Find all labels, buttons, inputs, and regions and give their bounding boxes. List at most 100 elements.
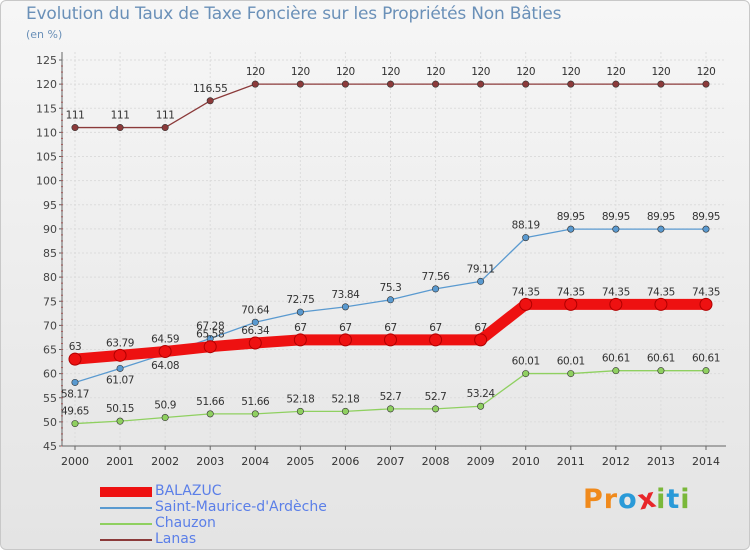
data-point: [251, 80, 259, 88]
data-point: [161, 124, 169, 132]
data-point: [296, 407, 304, 415]
data-label: 89.95: [647, 211, 675, 223]
data-label: 74.35: [512, 286, 540, 298]
data-point: [248, 336, 262, 350]
data-point: [341, 80, 349, 88]
data-label: 67.28: [196, 320, 224, 332]
y-tick-label: 100: [36, 175, 57, 188]
data-point: [699, 297, 713, 311]
data-label: 52.18: [331, 393, 359, 405]
data-point: [522, 370, 530, 378]
y-tick-label: 45: [43, 440, 57, 453]
data-point: [341, 303, 349, 311]
data-point: [612, 367, 620, 375]
data-point: [203, 340, 217, 354]
data-point: [432, 405, 440, 413]
data-label: 120: [336, 66, 355, 78]
y-tick-label: 75: [43, 295, 57, 308]
data-label: 52.18: [286, 393, 314, 405]
data-point: [341, 407, 349, 415]
data-label: 66.34: [241, 325, 270, 337]
data-point: [338, 333, 352, 347]
chart-title: Evolution du Taux de Taxe Foncière sur l…: [26, 4, 562, 24]
data-label: 50.9: [154, 400, 176, 412]
data-point: [609, 297, 623, 311]
data-label: 60.01: [557, 356, 585, 368]
data-label: 67: [384, 322, 397, 334]
data-point: [432, 285, 440, 293]
data-point: [702, 367, 710, 375]
data-point: [522, 234, 530, 242]
data-point: [567, 80, 575, 88]
data-point: [522, 80, 530, 88]
data-point: [158, 344, 172, 358]
legend-label: BALAZUC: [155, 483, 222, 499]
data-point: [612, 80, 620, 88]
data-label: 120: [516, 66, 535, 78]
x-tick-label: 2009: [467, 455, 495, 468]
data-point: [116, 364, 124, 372]
data-label: 89.95: [692, 211, 720, 223]
data-label: 89.95: [602, 211, 630, 223]
legend-label: Chauzon: [155, 515, 216, 531]
data-label: 52.7: [380, 391, 402, 403]
data-point: [68, 352, 82, 366]
y-tick-label: 50: [43, 416, 57, 429]
y-tick-label: 120: [36, 78, 57, 91]
data-point: [612, 225, 620, 233]
data-label: 72.75: [286, 294, 314, 306]
x-tick-label: 2003: [196, 455, 224, 468]
legend-swatch: [100, 539, 152, 541]
data-label: 58.17: [61, 388, 89, 400]
data-label: 77.56: [422, 271, 451, 283]
x-tick-label: 2013: [647, 455, 675, 468]
data-point: [567, 370, 575, 378]
data-label: 51.66: [241, 396, 270, 408]
data-point: [296, 80, 304, 88]
y-tick-label: 85: [43, 247, 57, 260]
legend-label: Saint-Maurice-d'Ardèche: [155, 499, 327, 515]
data-label: 120: [426, 66, 445, 78]
logo-letter: t: [666, 484, 681, 515]
data-label: 64.08: [151, 360, 179, 372]
data-label: 74.35: [602, 286, 630, 298]
x-tick-label: 2007: [377, 455, 405, 468]
data-point: [654, 297, 668, 311]
x-tick-label: 2000: [61, 455, 89, 468]
data-label: 111: [66, 110, 85, 122]
data-point: [71, 124, 79, 132]
data-point: [161, 414, 169, 422]
x-tick-label: 2001: [106, 455, 134, 468]
data-label: 75.3: [380, 282, 402, 294]
data-label: 61.07: [106, 374, 134, 386]
data-label: 120: [561, 66, 580, 78]
data-point: [113, 348, 127, 362]
data-point: [206, 410, 214, 418]
data-label: 50.15: [106, 403, 134, 415]
legend-label: Lanas: [155, 531, 197, 547]
data-label: 120: [246, 66, 265, 78]
data-label: 60.01: [512, 356, 540, 368]
data-point: [116, 417, 124, 425]
data-label: 65.58: [196, 329, 224, 341]
logo-letter: i: [680, 484, 691, 515]
logo-letter: o: [618, 484, 638, 515]
data-label: 63.79: [106, 337, 134, 349]
data-label: 120: [381, 66, 400, 78]
data-point: [251, 318, 259, 326]
data-point: [657, 225, 665, 233]
data-point: [564, 297, 578, 311]
data-point: [386, 405, 394, 413]
data-label: 120: [471, 66, 490, 78]
data-label: 120: [291, 66, 310, 78]
data-point: [567, 225, 575, 233]
logo-letter: P: [583, 484, 604, 515]
x-tick-label: 2004: [241, 455, 269, 468]
data-label: 51.66: [196, 396, 225, 408]
data-label: 64.59: [151, 333, 179, 345]
y-tick-label: 110: [36, 126, 57, 139]
x-tick-label: 2011: [557, 455, 585, 468]
data-point: [702, 225, 710, 233]
data-label: 74.35: [647, 286, 675, 298]
